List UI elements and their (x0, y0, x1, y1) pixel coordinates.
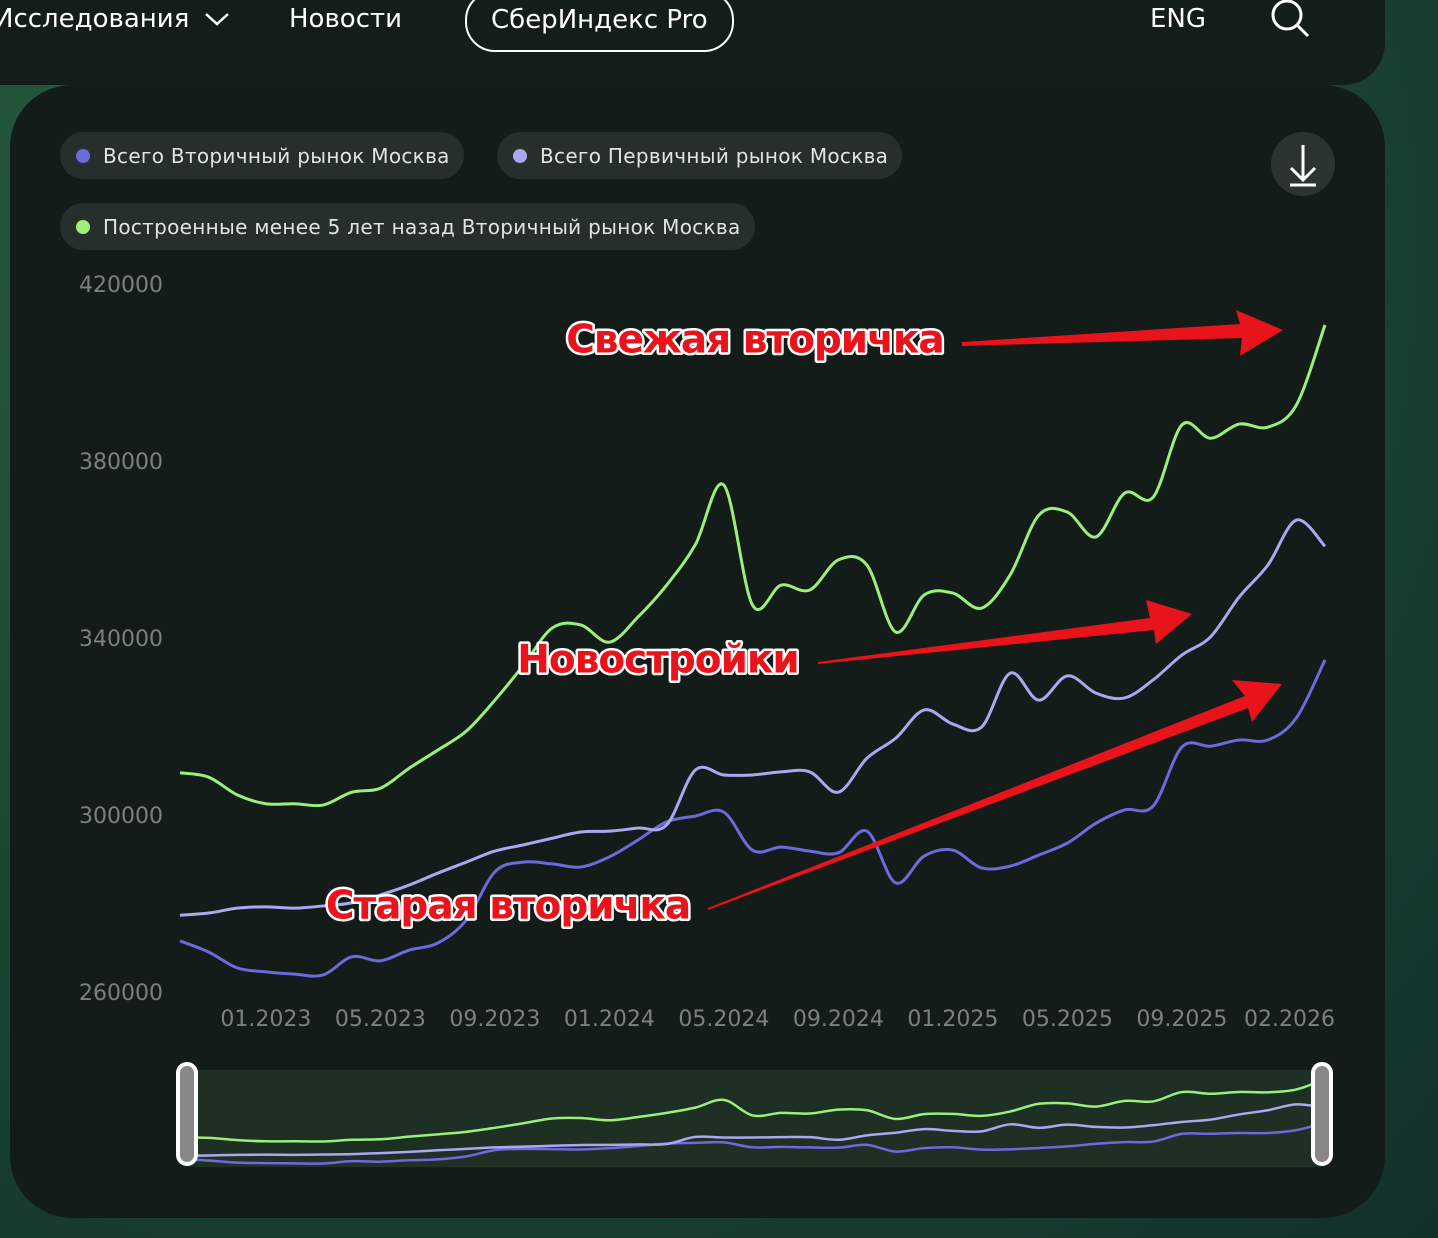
legend-label: Всего Вторичный рынок Москва (103, 143, 450, 168)
legend-dot (76, 219, 90, 234)
nav-news[interactable]: Новости (289, 4, 403, 34)
search-icon[interactable] (1268, 0, 1312, 40)
nav-pro-button[interactable]: СберИндекс Pro (465, 0, 734, 52)
top-nav: Исследования Новости СберИндекс Pro ENG (0, 0, 1385, 85)
nav-label: Исследования (0, 4, 190, 34)
chart-card (10, 85, 1385, 1218)
legend-item[interactable]: Построенные менее 5 лет назад Вторичный … (60, 203, 755, 250)
legend-label: Построенные менее 5 лет назад Вторичный … (103, 214, 741, 239)
legend-label: Всего Первичный рынок Москва (540, 143, 889, 168)
legend-item[interactable]: Всего Вторичный рынок Москва (60, 132, 464, 179)
nav-research[interactable]: Исследования (0, 0, 229, 40)
legend-dot (76, 148, 90, 163)
legend-item[interactable]: Всего Первичный рынок Москва (497, 132, 903, 179)
nav-lang[interactable]: ENG (1150, 4, 1207, 34)
chevron-icon (204, 13, 229, 26)
legend-dot (513, 148, 527, 163)
